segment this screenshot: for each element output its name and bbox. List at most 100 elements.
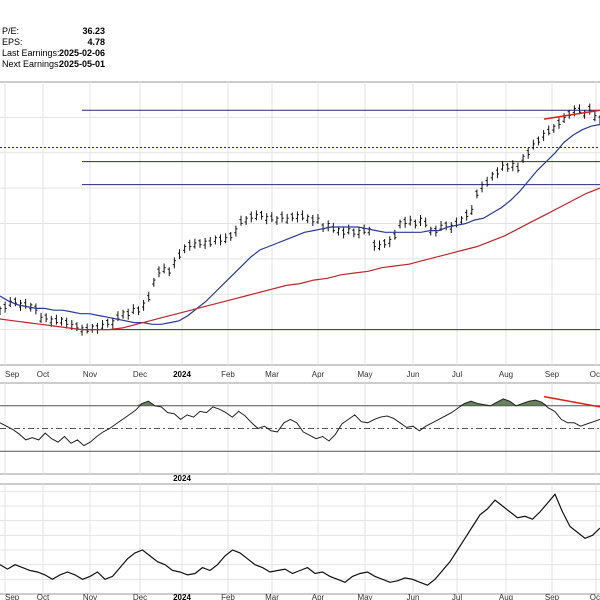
price-bar [59, 316, 64, 326]
relative-strength-line [0, 493, 600, 586]
price-bar [526, 147, 530, 159]
price-bar [141, 299, 146, 311]
price-bar [285, 213, 289, 224]
price-bar [183, 244, 187, 254]
price-bar [475, 189, 479, 199]
price-panel-frame [0, 81, 600, 366]
price-bar [213, 235, 217, 245]
info-value-eps: 4.78 [87, 37, 105, 47]
price-bar [95, 322, 100, 334]
relative-axis-tick-label: Dec [133, 593, 147, 600]
price-bars [0, 103, 600, 336]
price-bar [188, 239, 192, 251]
price-bar [408, 215, 412, 226]
price-bar [244, 216, 248, 225]
price-axis-tick-label: Mar [265, 370, 279, 379]
relative-axis-tick-label: Sep [5, 593, 20, 600]
price-bar [49, 315, 53, 327]
oscillator-trendline [543, 395, 600, 408]
price-bar [383, 239, 387, 248]
price-bar [465, 209, 469, 221]
relative-axis-tick-label: Apr [312, 593, 325, 600]
price-bar [254, 210, 259, 221]
info-value-next-earnings: 2025-05-01 [59, 59, 105, 69]
price-bar [459, 216, 464, 225]
info-box: P/E: 36.23 EPS: 4.78 Last Earnings: 2025… [2, 26, 105, 69]
price-bar [311, 215, 315, 226]
price-bar [280, 211, 284, 223]
price-bar [300, 210, 305, 221]
price-bar [265, 213, 269, 225]
ma-short-line [0, 123, 600, 325]
price-bar [54, 314, 59, 325]
price-bar [90, 323, 94, 333]
price-bar [39, 312, 43, 323]
price-bar [229, 231, 233, 241]
oscillator-overbought-fill [0, 398, 600, 406]
price-bar [593, 111, 597, 122]
price-bar [167, 267, 171, 277]
price-bar [131, 304, 135, 315]
price-bar [393, 229, 397, 240]
price-bar [398, 219, 402, 229]
price-bar [193, 238, 197, 249]
price-bar [65, 317, 69, 329]
price-bar [177, 249, 182, 260]
price-bar [341, 227, 346, 239]
price-bar [321, 223, 325, 232]
price-bar [511, 160, 515, 172]
price-axis-tick-label: Oct [590, 370, 600, 379]
relative-axis-tick-label: Oct [37, 593, 50, 600]
price-bar [203, 238, 207, 249]
price-bar [357, 227, 361, 239]
price-axis-tick-label: Sep [5, 370, 20, 379]
price-bar [500, 160, 505, 171]
price-bar [372, 239, 376, 251]
price-axis-tick-label: Nov [83, 370, 97, 379]
price-bar [588, 103, 592, 115]
price-bar [495, 167, 500, 179]
price-bar [275, 216, 279, 225]
price-bar [377, 240, 382, 251]
price-bar [541, 130, 546, 142]
price-bar [172, 257, 176, 269]
relative-axis-tick-label: May [357, 593, 372, 600]
price-bar [198, 239, 202, 248]
info-label-next-earnings: Next Earnings: [2, 59, 61, 69]
price-axis-tick-label: Oct [37, 370, 50, 379]
price-bar [152, 277, 156, 287]
relative-axis-tick-label: Jun [407, 593, 420, 600]
price-bar [147, 291, 151, 302]
info-value-pe: 36.23 [82, 26, 105, 36]
relative-axis-tick-label: Aug [499, 593, 513, 600]
price-bar [239, 215, 243, 226]
price-bar [347, 224, 351, 235]
relative-panel-frame [0, 483, 600, 595]
price-bar [521, 154, 525, 164]
price-bar [249, 211, 253, 223]
price-bar [259, 210, 264, 220]
price-bar [516, 162, 520, 173]
grid-layer [0, 82, 600, 594]
price-bar [3, 301, 7, 313]
price-bar [403, 216, 407, 228]
price-bar [24, 298, 28, 309]
price-bar [162, 263, 166, 274]
relative-axis-tick-label: Mar [265, 593, 279, 600]
price-bar [44, 313, 48, 323]
price-bar [531, 139, 535, 150]
price-bar [413, 219, 417, 229]
price-bar [126, 308, 130, 320]
relative-axis-tick-label: Nov [83, 593, 97, 600]
tick-labels: Sep Oct Nov Dec 2024 Feb Mar Apr May Jun Jul Aug Sep… [5, 370, 600, 600]
price-bar [106, 318, 110, 328]
price-bar [490, 171, 494, 181]
price-bar [121, 309, 125, 319]
ma-long-line [0, 187, 600, 331]
price-bar [485, 176, 489, 187]
price-axis-tick-label: Jul [452, 370, 462, 379]
price-bar [316, 213, 320, 224]
price-bar [100, 320, 105, 330]
info-label-pe: P/E: [2, 26, 19, 36]
